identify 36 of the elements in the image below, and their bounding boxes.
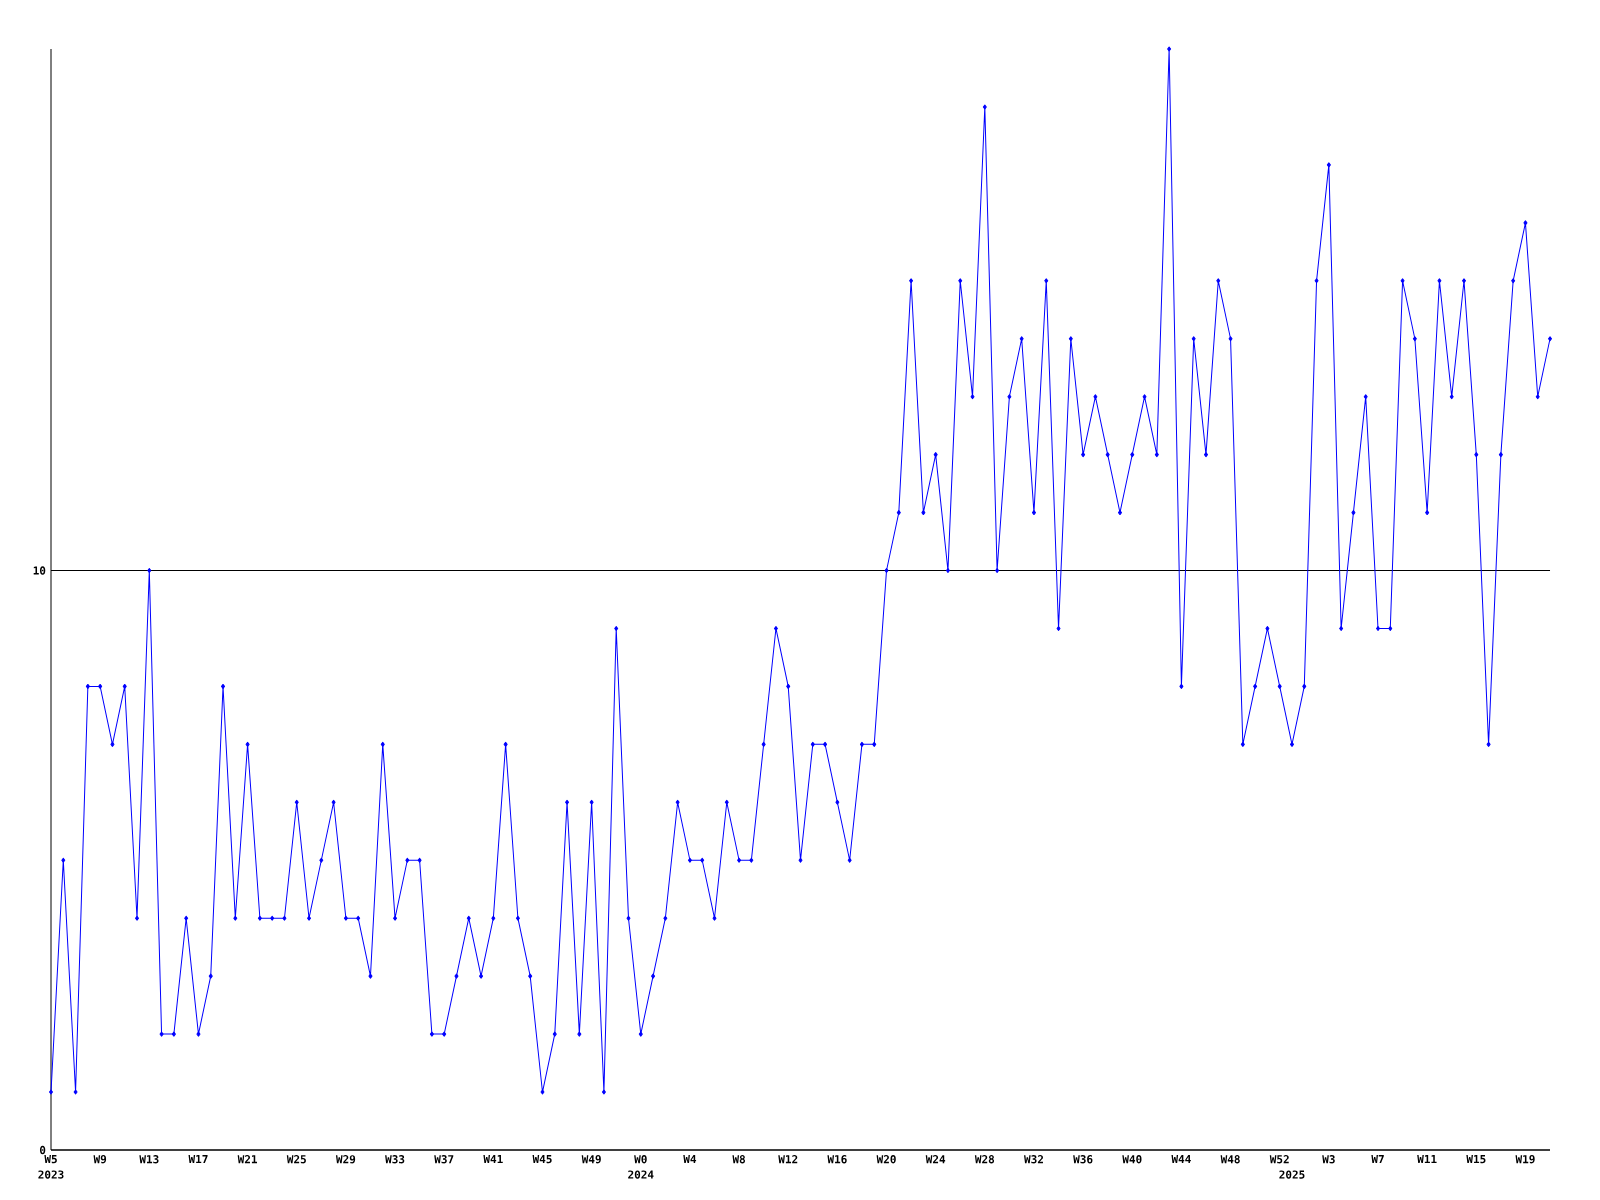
x-tick-label: W25 bbox=[286, 1155, 306, 1164]
x-tick-label: W12 bbox=[778, 1155, 798, 1164]
x-tick-label: W44 bbox=[1171, 1155, 1191, 1164]
x-tick-label: W24 bbox=[925, 1155, 946, 1164]
x-tick-label: W0 bbox=[634, 1155, 647, 1164]
x-tick-label: W11 bbox=[1417, 1155, 1437, 1164]
x-tick-label: W36 bbox=[1073, 1155, 1093, 1164]
x-tick-label: W3 bbox=[1322, 1155, 1335, 1164]
x-tick-label: W41 bbox=[483, 1155, 503, 1164]
x-tick-label: W4 bbox=[683, 1155, 697, 1164]
x-tick-label: W17 bbox=[188, 1155, 208, 1164]
x-tick-label: W40 bbox=[1122, 1155, 1142, 1164]
text: 2025 bbox=[1279, 1170, 1305, 1179]
x-tick-label: W7 bbox=[1371, 1155, 1384, 1164]
x-tick-label: W15 bbox=[1466, 1155, 1486, 1164]
x-tick-label: W32 bbox=[1024, 1155, 1043, 1164]
x-tick-label: W28 bbox=[974, 1155, 995, 1164]
x-tick-label: W33 bbox=[385, 1155, 405, 1164]
x-tick-label: W21 bbox=[237, 1155, 258, 1164]
x-tick-label: W48 bbox=[1220, 1155, 1240, 1164]
x-tick-label: W5 bbox=[44, 1155, 57, 1164]
text: 2023 bbox=[38, 1170, 64, 1179]
x-tick-label: W8 bbox=[732, 1155, 745, 1164]
x-tick-label: W29 bbox=[335, 1155, 356, 1164]
x-tick-label: W49 bbox=[581, 1155, 601, 1164]
x-tick-label: W37 bbox=[434, 1155, 454, 1164]
x-tick-label: W19 bbox=[1515, 1155, 1535, 1164]
text: 2024 bbox=[628, 1170, 654, 1179]
y-tick-label: 0 bbox=[39, 1145, 46, 1155]
x-tick-label: W20 bbox=[876, 1155, 896, 1164]
x-tick-label: W13 bbox=[139, 1155, 159, 1164]
x-tick-label: W16 bbox=[827, 1155, 847, 1164]
x-tick-label: W52 bbox=[1269, 1155, 1289, 1164]
y-tick-label: 10 bbox=[33, 566, 46, 575]
x-tick-label: W9 bbox=[93, 1155, 107, 1164]
x-tick-label: W45 bbox=[532, 1155, 552, 1164]
